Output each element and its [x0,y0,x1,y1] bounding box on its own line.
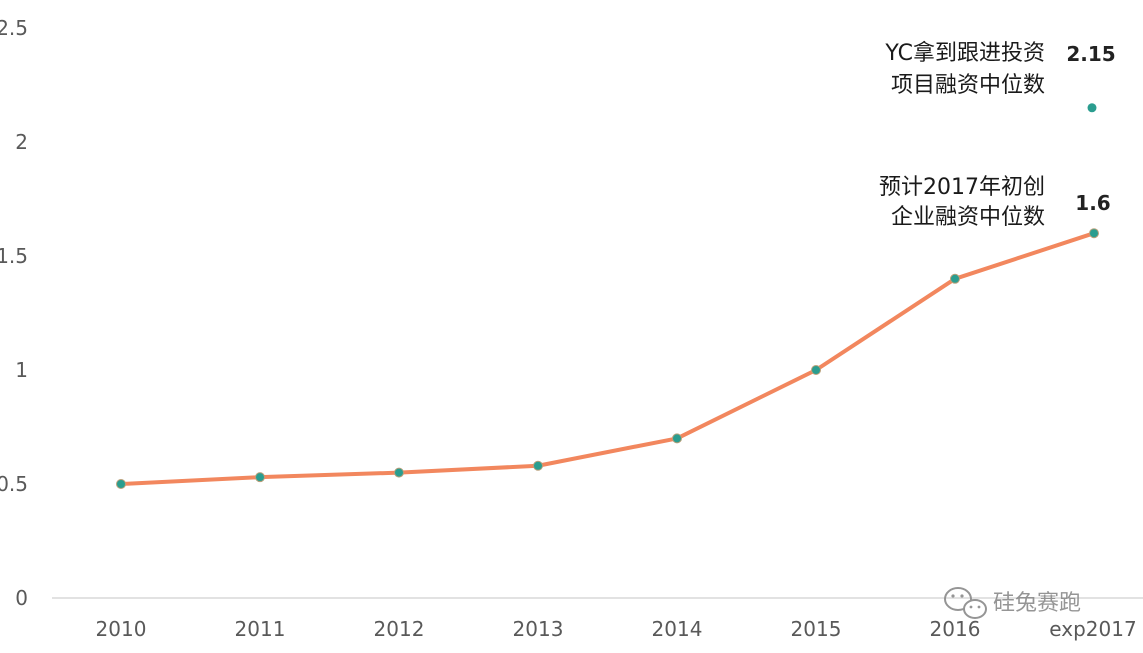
data-point-2015 [811,365,821,375]
annotation-startup-median: 预计2017年初创 企业融资中位数 1.6 [879,175,1111,230]
y-tick-label: 1.5 [0,244,28,268]
data-point-exp2017 [1089,228,1099,239]
x-axis-ticks: 2010 2011 2012 2013 2014 2015 2016 exp20… [96,617,1137,641]
data-point-2012 [394,467,404,478]
y-tick-label: 0 [15,586,28,610]
data-point-2013 [533,460,543,471]
annotation-line: YC拿到跟进投资 [884,40,1045,66]
annotation-yc-median: YC拿到跟进投资 项目融资中位数 2.15 [884,40,1115,98]
y-tick-label: 2 [15,130,28,154]
data-point-2016 [950,273,960,284]
watermark: 硅兔赛跑 [944,587,1081,619]
data-point-2011 [255,472,265,483]
x-tick-label: 2012 [374,617,425,641]
y-axis-ticks: 0 0.5 1 1.5 2 2.5 [0,16,28,610]
x-tick-label: 2013 [513,617,564,641]
series-markers [116,228,1099,489]
watermark-text: 硅兔赛跑 [993,591,1081,616]
annotation-line: 项目融资中位数 [891,73,1045,98]
extra-data-point [1087,103,1097,113]
x-tick-label: 2011 [235,617,286,641]
x-tick-label: exp2017 [1049,617,1136,641]
x-tick-label: 2014 [652,617,703,641]
series-line [119,231,1096,486]
x-tick-label: 2015 [791,617,842,641]
data-point-2010 [116,479,126,489]
data-label-2-15: 2.15 [1066,42,1115,66]
wechat-icon [944,587,987,619]
y-tick-label: 2.5 [0,16,28,40]
x-tick-label: 2010 [96,617,147,641]
x-tick-label: 2016 [930,617,981,641]
data-point-2014 [672,433,682,444]
y-tick-label: 1 [15,358,28,382]
annotation-line: 企业融资中位数 [891,205,1045,230]
data-label-1-6: 1.6 [1075,191,1110,215]
y-tick-label: 0.5 [0,472,28,496]
annotation-line: 预计2017年初创 [879,175,1045,200]
